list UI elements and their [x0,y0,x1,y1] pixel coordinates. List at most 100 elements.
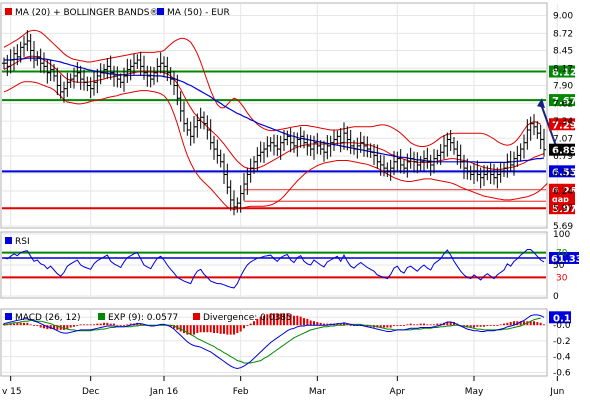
divergence-bar [483,325,485,327]
divergence-bar [323,323,325,326]
ma50-line [4,57,545,163]
divergence-bar [536,322,539,326]
divergence-bar [429,324,432,326]
divergence-bar [393,325,395,326]
divergence-bar [296,315,299,326]
divergence-bar [469,325,472,328]
divergence-bar [79,324,82,326]
rsi-legend: RSI [5,237,30,247]
rsi-layer [2,249,546,289]
price-y-tick-label: 5.69 [553,222,573,232]
divergence-bar [89,324,92,326]
divergence-bar [73,325,75,327]
divergence-bar [236,325,239,334]
divergence-bar [336,323,339,326]
divergence-bar [69,325,72,328]
divergence-bar [523,321,525,326]
divergence-bar [209,325,212,333]
legend-swatch-divergence [193,313,200,320]
price-legend: MA (20) + BOLLINGER BANDS® MA (50) - EUR [5,8,230,18]
divergence-bar [139,323,142,326]
divergence-bar [426,324,429,326]
price-tag-box [549,202,575,215]
legend-label-ma20: MA (20) + BOLLINGER BANDS® [15,8,159,18]
divergence-bar [406,324,409,326]
divergence-bar [486,325,489,326]
macd-last-tag-label: 0.1 [553,313,571,324]
x-tick-label: May [465,387,484,397]
divergence-bar [39,325,42,328]
price-y-tick-label: 7.90 [553,81,573,91]
price-panel-frame [0,2,548,229]
divergence-bar [436,323,439,326]
price-y-tick-label: 8.17 [553,64,573,74]
x-tick-label: Apr [390,387,406,397]
legend-swatch-ma20 [5,8,12,15]
divergence-bar [316,322,319,326]
divergence-bar [76,325,79,326]
divergence-bar [113,323,115,326]
divergence-bar [303,318,305,326]
divergence-bar [379,325,382,328]
divergence-bar [63,325,65,330]
macd-last-tag-box [549,311,571,324]
divergence-bar [116,325,119,326]
price-tag-box [549,65,575,78]
divergence-bar [453,322,455,326]
divergence-bar [529,321,532,326]
divergence-bar [53,325,55,330]
divergence-bar [173,325,175,329]
divergence-bar [503,323,505,326]
divergence-bar [223,325,225,334]
divergence-bar [43,325,45,329]
x-tick-label: Feb [233,387,249,397]
divergence-bar [23,322,25,326]
divergence-bar [313,321,315,326]
divergence-bar [279,313,282,326]
divergence-bar [533,321,535,326]
divergence-bar [219,325,222,334]
divergence-bar [213,325,215,334]
divergence-bar [289,314,292,326]
divergence-bar [106,322,109,326]
divergence-bar [413,324,415,326]
divergence-bar [9,323,12,326]
price-tag-label: 5.97 [552,204,577,215]
divergence-bar [366,325,369,327]
divergence-bar [319,322,322,326]
legend-label-divergence: Divergence: 0.0385 [203,313,292,323]
legend-swatch-macd [5,313,12,320]
divergence-bar [99,323,102,326]
divergence-bar [506,322,509,326]
projection-arrow-head [537,98,545,109]
price-y-tick-label: 5.97 [553,204,573,214]
axis-layer: 9.00 8.72 8.45 8.17 7.90 7.62 7.34 7.07 6.79 6.52… [2,12,573,397]
divergence-bar [16,322,19,326]
divergence-bar [399,325,402,326]
divergence-bar [339,323,342,326]
price-y-tick-label: 8.45 [553,47,573,57]
divergence-bar [283,313,285,326]
divergence-bar [386,325,389,328]
price-tag-box [549,165,575,178]
divergence-bar [326,323,329,326]
divergence-bar [403,325,405,326]
macd-y-tick-label: -0.6 [553,368,571,378]
rsi-grid [2,233,546,297]
divergence-bar [13,323,15,326]
divergence-bar [249,323,252,326]
macd-y-tick-label: -0.0 [553,321,571,331]
divergence-bar [489,325,492,326]
divergence-bar [206,325,209,333]
divergence-bar [96,323,99,326]
divergence-bar [416,324,419,326]
price-y-tick-label: 8.72 [553,29,573,39]
divergence-bar [343,322,345,326]
rsi-y-tick-label: 0 [553,292,559,302]
divergence-bar [26,322,29,326]
divergence-bar [233,325,235,335]
divergence-bar [33,325,35,326]
macd-legend: MACD (26, 12) EXP (9): 0.0577 Divergence… [5,313,292,323]
divergence-bar [243,325,245,329]
price-y-tick-label: 6.79 [553,152,573,162]
